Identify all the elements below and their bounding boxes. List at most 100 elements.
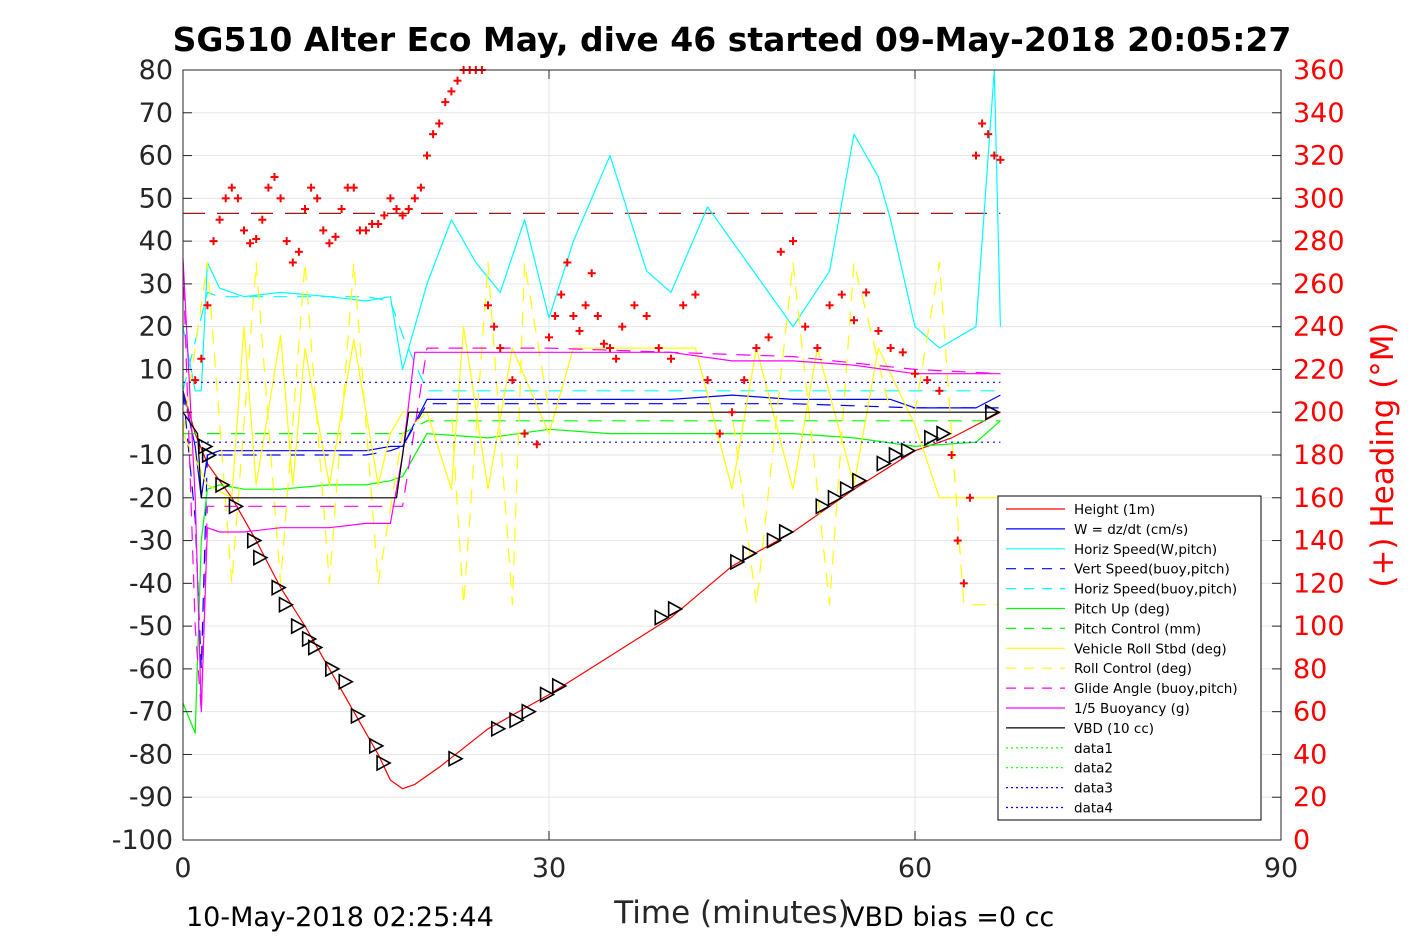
heading-marker [667, 354, 675, 363]
heading-marker [227, 183, 236, 192]
heading-marker [441, 98, 450, 107]
glider-position-marker [888, 446, 905, 464]
legend-entry-label: Horiz Speed(buoy,pitch) [1074, 582, 1237, 598]
heading-marker [288, 258, 297, 267]
heading-marker [410, 194, 419, 203]
heading-marker [453, 76, 462, 85]
heading-marker [233, 194, 242, 203]
tick-label-bottom: 0 [174, 853, 191, 884]
heading-marker [898, 348, 907, 357]
footer-timestamp: 10-May-2018 02:25:44 [186, 902, 494, 933]
heading-marker [886, 344, 895, 353]
glider-position-markers [198, 403, 1001, 772]
heading-markers [191, 66, 1005, 588]
tick-label-right: 340 [1293, 98, 1345, 129]
tick-label-bottom: 30 [532, 853, 566, 884]
tick-label-left: -50 [129, 611, 173, 642]
legend-entry-label: W = dz/dt (cm/s) [1074, 522, 1188, 538]
heading-marker [965, 493, 974, 502]
heading-marker [630, 301, 639, 310]
glider-position-marker [201, 446, 218, 464]
heading-marker [679, 301, 688, 310]
heading-marker [947, 451, 956, 459]
tick-label-left: -20 [129, 483, 173, 514]
glider-position-marker [350, 707, 367, 725]
glider-position-marker [778, 523, 795, 541]
tick-label-left: -10 [129, 440, 173, 471]
tick-label-right: 240 [1293, 312, 1345, 343]
heading-marker [423, 151, 431, 160]
glider-position-marker [278, 596, 295, 614]
heading-marker [447, 87, 456, 96]
glider-position-marker [730, 553, 746, 571]
heading-marker [959, 579, 968, 588]
heading-marker [911, 369, 919, 378]
heading-marker [270, 172, 279, 181]
legend-entry-label: data1 [1074, 741, 1113, 757]
legend: Height (1m) W = dz/dt (cm/s) Horiz Speed(W… [997, 495, 1262, 821]
legend-entry-label: Horiz Speed(W,pitch) [1074, 542, 1217, 558]
heading-marker [416, 183, 425, 192]
tick-label-left: -100 [112, 825, 173, 856]
heading-marker [691, 290, 700, 299]
heading-marker [191, 376, 200, 385]
heading-marker [728, 408, 736, 417]
heading-marker [496, 344, 505, 353]
heading-marker [404, 205, 413, 214]
heading-marker [569, 311, 578, 320]
tick-label-right: 20 [1293, 782, 1327, 813]
heading-marker [307, 183, 316, 192]
tick-label-right: 280 [1293, 226, 1345, 257]
heading-marker [825, 301, 834, 310]
heading-marker [551, 311, 560, 320]
glider-position-marker [551, 677, 568, 695]
tick-label-left: 30 [139, 269, 173, 300]
x-axis-label: Time (minutes) [613, 895, 849, 931]
tick-label-left: -70 [129, 697, 173, 728]
legend-entry-label: Vert Speed(buoy,pitch) [1074, 562, 1230, 578]
glider-position-marker [827, 489, 844, 507]
glider-position-marker [742, 545, 758, 562]
heading-marker [374, 220, 383, 228]
heading-marker [606, 344, 614, 353]
heading-marker [313, 194, 322, 203]
tick-label-right: 0 [1293, 825, 1310, 856]
series-w-dz-dt-cm-s [182, 390, 1001, 499]
heading-marker [752, 344, 761, 353]
series-roll-control-deg [182, 261, 1001, 606]
tick-label-right: 360 [1293, 55, 1345, 86]
tick-label-left: 60 [139, 141, 173, 172]
glider-position-marker [271, 579, 287, 596]
legend-entry-label: data3 [1074, 781, 1113, 797]
heading-marker [996, 155, 1005, 164]
tick-label-right: 120 [1293, 568, 1345, 599]
heading-marker [203, 301, 212, 310]
tick-label-right: 300 [1293, 183, 1345, 214]
heading-marker [380, 211, 389, 220]
legend-entry-label: Height (1m) [1074, 502, 1155, 518]
heading-marker [801, 322, 810, 331]
heading-marker [435, 119, 444, 128]
tick-label-bottom: 90 [1264, 853, 1298, 884]
tick-label-right: 160 [1293, 483, 1345, 514]
glider-position-marker [490, 720, 507, 738]
legend-entry-label: Pitch Control (mm) [1074, 621, 1201, 637]
glider-position-marker [876, 455, 892, 472]
heading-marker [850, 316, 858, 325]
tick-label-right: 320 [1293, 141, 1345, 172]
glider-position-marker [448, 750, 464, 768]
heading-marker [520, 429, 529, 438]
tick-label-left: -80 [129, 739, 173, 770]
heading-marker [325, 239, 334, 248]
heading-marker [252, 234, 261, 243]
heading-marker [715, 429, 724, 438]
heading-marker [581, 301, 590, 310]
heading-marker [337, 205, 346, 214]
heading-marker [301, 205, 309, 214]
legend-entry-label: VBD (10 cc) [1074, 721, 1154, 737]
legend-box [997, 495, 1262, 821]
legend-entry-label: Glide Angle (buoy,pitch) [1074, 681, 1238, 697]
tick-label-right: 180 [1293, 440, 1345, 471]
glider-position-marker [376, 754, 392, 772]
